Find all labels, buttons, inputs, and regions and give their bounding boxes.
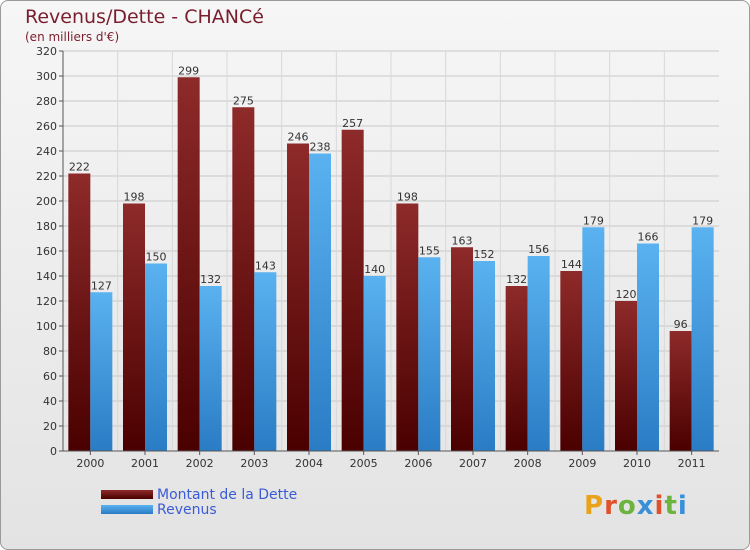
y-tick-label: 140 xyxy=(36,270,57,283)
data-label-dette: 198 xyxy=(397,191,418,204)
bar-dette xyxy=(669,331,692,451)
y-tick-label: 320 xyxy=(36,45,57,58)
bar-dette xyxy=(396,203,419,451)
legend-swatch-dette xyxy=(101,490,153,499)
bar-dette xyxy=(287,143,309,451)
data-label-revenus: 140 xyxy=(364,263,385,276)
bar-dette xyxy=(68,173,91,451)
data-label-dette: 257 xyxy=(342,117,363,130)
x-tick-label: 2009 xyxy=(568,457,596,470)
data-label-revenus: 156 xyxy=(528,243,549,256)
chart-title: Revenus/Dette - CHANCé xyxy=(25,6,264,28)
data-label-revenus: 132 xyxy=(200,273,221,286)
y-tick-label: 280 xyxy=(36,95,57,108)
data-label-revenus: 238 xyxy=(310,141,331,154)
bar-dette xyxy=(560,271,583,451)
data-label-revenus: 150 xyxy=(146,251,167,264)
data-label-dette: 144 xyxy=(561,258,582,271)
y-tick-label: 0 xyxy=(50,445,57,458)
x-tick-label: 2006 xyxy=(404,457,432,470)
axes: 0 20 40 60 80 100 120 140 160 180 200 220 240 260 280 3… xyxy=(36,45,719,470)
x-tick-label: 2010 xyxy=(623,457,651,470)
legend-item-dette: Montant de la Dette xyxy=(101,486,298,503)
data-label-revenus: 155 xyxy=(419,244,440,257)
proxiti-logo: Proxiti xyxy=(584,491,688,521)
data-label-revenus: 179 xyxy=(583,214,604,227)
bar-revenus xyxy=(637,243,659,451)
bar-revenus xyxy=(363,276,386,451)
bar-revenus xyxy=(691,227,714,451)
bar-dette xyxy=(123,203,145,451)
legend-item-revenus: Revenus xyxy=(101,501,297,518)
bar-revenus xyxy=(527,256,550,451)
x-tick-label: 2005 xyxy=(350,457,378,470)
data-label-dette: 198 xyxy=(124,191,145,204)
grid-lines xyxy=(63,50,719,452)
bar-revenus xyxy=(473,261,495,451)
legend-swatch-revenus xyxy=(101,505,153,514)
x-tick-label: 2008 xyxy=(514,457,542,470)
data-label-dette: 120 xyxy=(616,288,637,301)
data-label-dette: 163 xyxy=(452,234,473,247)
bar-revenus xyxy=(145,263,167,451)
chart-subtitle: (en milliers d'€) xyxy=(25,30,120,44)
x-tick-label: 2003 xyxy=(240,457,268,470)
bar-dette xyxy=(615,301,637,451)
y-tick-label: 80 xyxy=(43,345,57,358)
data-label-dette: 222 xyxy=(69,161,90,174)
y-tick-label: 240 xyxy=(36,145,57,158)
bar-revenus xyxy=(309,153,331,451)
data-label-dette: 246 xyxy=(288,131,309,144)
legend-label-revenus: Revenus xyxy=(157,501,217,518)
y-tick-label: 20 xyxy=(43,420,57,433)
x-tick-label: 2002 xyxy=(186,457,214,470)
data-label-revenus: 127 xyxy=(91,279,112,292)
bar-dette xyxy=(451,247,473,451)
bars xyxy=(68,77,714,451)
data-label-dette: 275 xyxy=(233,94,254,107)
data-label-dette: 299 xyxy=(178,64,199,77)
y-tick-label: 120 xyxy=(36,295,57,308)
y-tick-label: 300 xyxy=(36,70,57,83)
data-label-dette: 132 xyxy=(506,273,527,286)
legend-label-dette: Montant de la Dette xyxy=(157,486,298,503)
x-tick-label: 2007 xyxy=(459,457,487,470)
bar-dette xyxy=(232,107,255,451)
y-tick-label: 60 xyxy=(43,370,57,383)
bar-revenus xyxy=(90,292,113,451)
data-label-revenus: 179 xyxy=(692,214,713,227)
data-label-revenus: 143 xyxy=(255,259,276,272)
x-tick-label: 2001 xyxy=(131,457,159,470)
y-tick-label: 220 xyxy=(36,170,57,183)
data-label-revenus: 152 xyxy=(474,248,495,261)
data-label-revenus: 166 xyxy=(638,231,659,244)
x-tick-label: 2000 xyxy=(76,457,104,470)
x-tick-label: 2004 xyxy=(295,457,323,470)
data-label-dette: 96 xyxy=(674,318,688,331)
y-tick-label: 100 xyxy=(36,320,57,333)
legend: Montant de la Dette Revenus xyxy=(101,486,298,518)
bar-dette xyxy=(341,129,364,451)
y-tick-label: 40 xyxy=(43,395,57,408)
bar-dette xyxy=(505,286,528,451)
bar-revenus xyxy=(582,227,605,451)
x-tick-label: 2011 xyxy=(678,457,706,470)
y-tick-label: 260 xyxy=(36,120,57,133)
y-tick-label: 200 xyxy=(36,195,57,208)
bar-revenus xyxy=(199,286,222,451)
bar-revenus xyxy=(418,257,441,451)
y-tick-label: 160 xyxy=(36,245,57,258)
y-tick-label: 180 xyxy=(36,220,57,233)
bar-dette xyxy=(177,77,200,451)
bar-revenus xyxy=(254,272,277,451)
